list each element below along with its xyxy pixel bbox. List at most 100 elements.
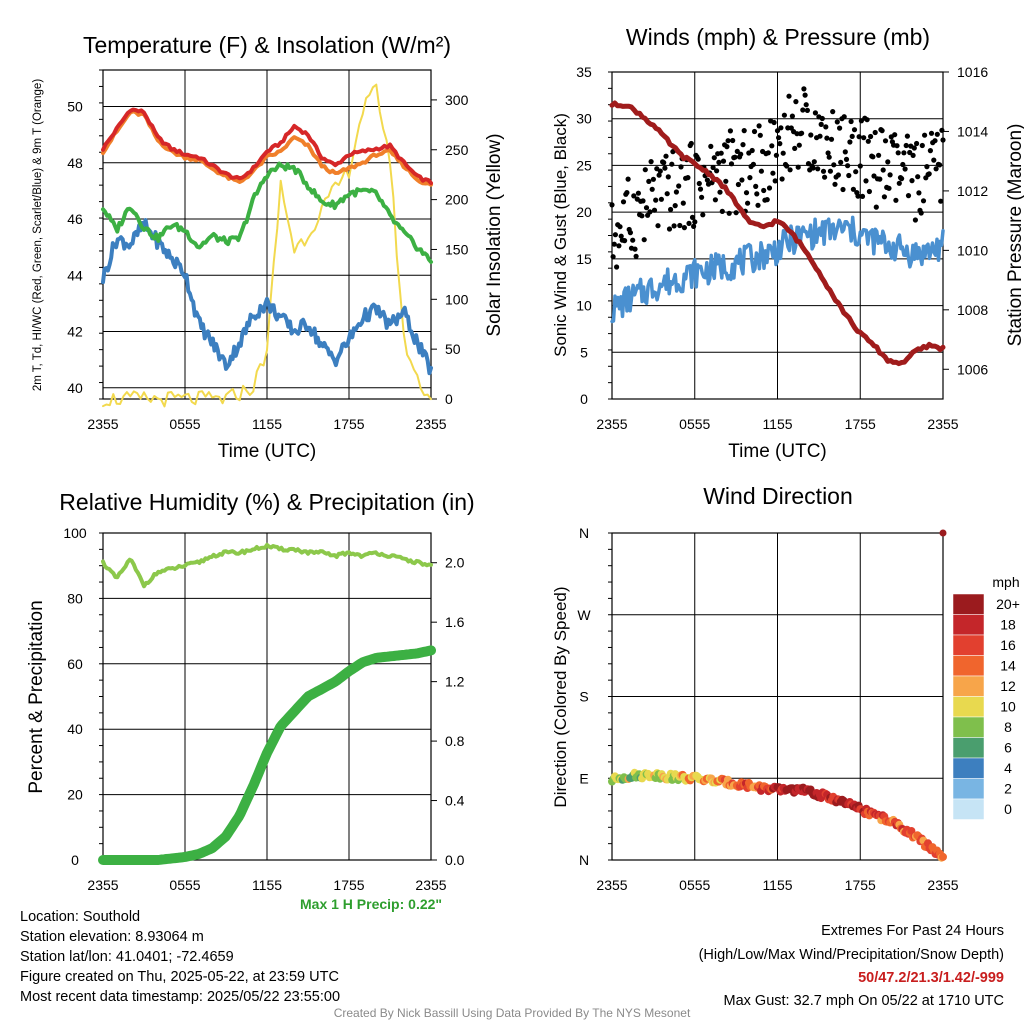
gust-point [808,132,814,138]
chart-title: Relative Humidity (%) & Precipitation (i… [59,489,474,515]
gust-point [919,142,925,149]
temp-2m-line [101,107,433,186]
y-tick-label: 30 [576,111,592,127]
colorbar-swatch [952,757,985,779]
gust-point [834,119,840,125]
gust-point [627,230,634,236]
gust-point [641,237,647,243]
colorbar-swatch [952,798,985,820]
y2-tick-label: 0.8 [445,733,465,749]
gust-point [677,222,683,229]
gust-point [665,174,671,180]
gust-point [828,136,835,142]
gust-point [769,143,775,149]
x-tick-label: 1755 [333,416,364,432]
x-axis-label: Time (UTC) [728,441,827,462]
gust-point [918,210,924,216]
colorbar-swatch [952,655,985,677]
gust-point [856,134,862,140]
x-tick-label: 2355 [415,877,446,893]
gust-point [815,166,821,172]
gust-point [789,113,796,119]
gust-point [912,217,919,223]
gust-point [802,92,808,98]
gust-point [726,210,732,216]
x-tick-label: 2355 [596,416,627,432]
gust-point [871,173,877,179]
gust-point [647,209,653,215]
gust-point [939,127,945,133]
gust-point [650,176,657,182]
gust-point [810,165,816,171]
gust-point [841,114,847,120]
y-tick-label: 42 [67,324,83,340]
gust-point [887,172,893,178]
gust-point [799,130,805,136]
colorbar-label: 4 [1004,760,1012,776]
y2-tick-label: 1016 [957,64,988,80]
gust-point [850,186,857,192]
y2-tick-label: 100 [445,291,469,307]
temp-9m-line [101,109,433,187]
gust-point [749,147,755,154]
y2-tick-label: 0.0 [445,852,465,868]
gust-point [639,213,645,219]
y-tick-label: 20 [67,787,83,803]
y2-tick-label: 1.6 [445,614,465,630]
gust-point [855,193,861,199]
gust-point [666,226,673,232]
gust-point [938,198,944,204]
gust-point [832,181,838,187]
gust-point [750,161,757,167]
solar-insolation-line [102,83,432,408]
gust-point [668,206,674,213]
y2-tick-label: 0 [445,391,453,407]
gust-point [720,158,727,164]
direction-point [939,529,947,537]
x-tick-label: 1155 [252,877,282,893]
gust-point [717,189,723,195]
gust-point [692,219,698,225]
y-tick-label: 40 [67,380,83,396]
gust-point [818,121,824,127]
gust-point [695,156,701,162]
colorbar-label: 20+ [996,596,1020,612]
gust-point [655,223,661,229]
gust-point [754,191,760,197]
colorbar-label: 12 [1000,678,1016,694]
gust-point [724,144,730,150]
y-tick-label: E [579,770,588,786]
y-tick-label: 60 [67,656,83,672]
gust-point [643,205,650,211]
gust-point [823,124,829,130]
sonic-wind-line [610,215,945,324]
y-axis-label: Percent & Precipitation [26,600,47,793]
gust-point [773,152,780,158]
gust-point [616,243,622,249]
colorbar-unit: mph [992,574,1019,590]
gust-point [689,214,696,220]
chart-title: Wind Direction [703,483,853,509]
gust-point [710,164,716,171]
y2-tick-label: 0.4 [445,793,465,809]
gust-point [733,210,739,216]
x-tick-label: 1155 [762,416,792,432]
gust-point [676,183,682,189]
gust-point [840,186,846,193]
colorbar-swatch [952,614,985,636]
max-gust-text: Max Gust: 32.7 mph On 05/22 at 1710 UTC [723,992,1004,1009]
gust-point [830,109,836,115]
gust-point [685,175,691,181]
gust-point [618,233,624,239]
latlon-text: Station lat/lon: 41.0401; -72.4659 [20,949,234,965]
pressure-line [609,100,946,367]
gust-point [812,110,819,116]
gust-point [747,175,753,181]
gust-point [631,193,637,199]
gust-point [691,223,697,229]
gust-point [842,149,848,155]
y-tick-label: N [579,525,589,541]
gust-point [739,177,745,183]
gust-point [907,149,913,156]
gust-point [931,157,937,163]
